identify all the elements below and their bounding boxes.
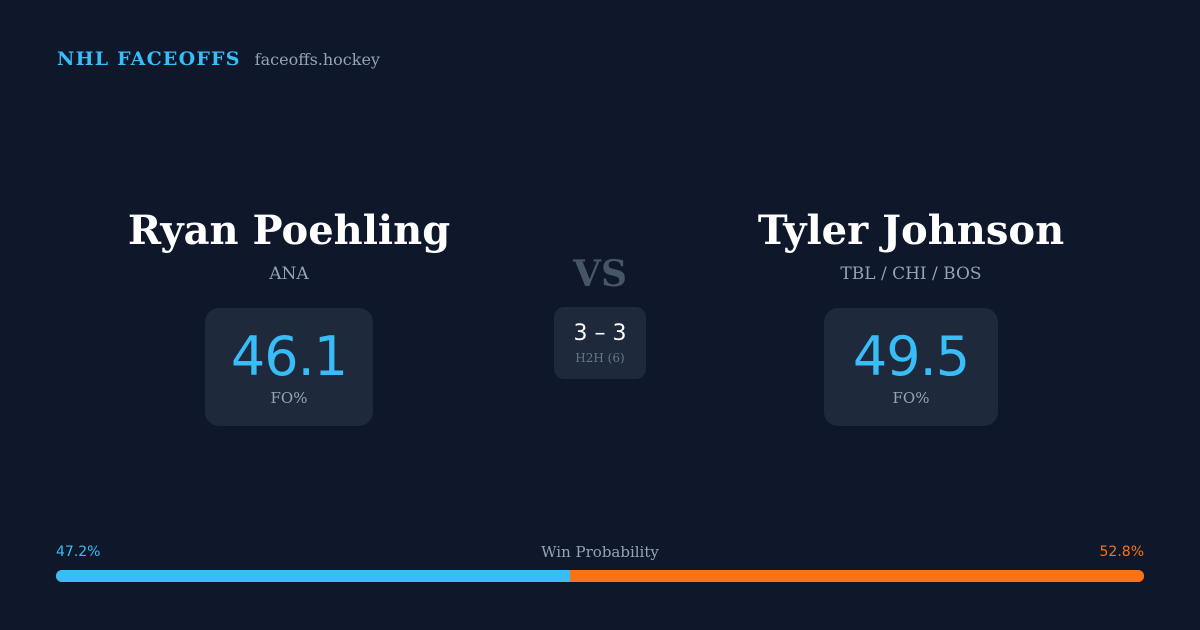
h2h-score: 3 – 3: [573, 321, 627, 346]
player-right-name: Tyler Johnson: [757, 207, 1065, 254]
win-probability-labels: 47.2% Win Probability 52.8%: [56, 543, 1144, 563]
player-right-fo-label: FO%: [892, 389, 930, 407]
h2h-card: 3 – 3 H2H (6): [554, 307, 646, 379]
player-right: Tyler Johnson TBL / CHI / BOS 49.5 FO%: [701, 204, 1121, 426]
win-probability-bar-left: [56, 570, 570, 582]
player-right-fo-value: 49.5: [852, 325, 970, 388]
player-left-fo-value: 46.1: [230, 325, 348, 388]
win-probability-bar: [56, 570, 1144, 582]
player-left: Ryan Poehling ANA 46.1 FO%: [79, 204, 499, 426]
player-right-stat-card: 49.5 FO%: [824, 308, 998, 426]
player-left-team: ANA: [269, 264, 309, 284]
h2h-label: H2H (6): [575, 351, 625, 365]
vs-label: VS: [573, 253, 627, 295]
win-probability-left-pct: 47.2%: [56, 544, 101, 560]
player-left-stat-card: 46.1 FO%: [205, 308, 373, 426]
player-left-fo-label: FO%: [270, 389, 308, 407]
brand-name: NHL FACEOFFS: [57, 48, 241, 70]
player-right-team: TBL / CHI / BOS: [840, 264, 982, 284]
win-probability-bar-right: [569, 570, 1144, 582]
player-left-name: Ryan Poehling: [127, 207, 451, 254]
win-probability-title: Win Probability: [541, 543, 659, 561]
win-probability: 47.2% Win Probability 52.8%: [56, 543, 1144, 582]
brand-header: NHL FACEOFFS faceoffs.hockey: [57, 48, 380, 70]
brand-url[interactable]: faceoffs.hockey: [254, 50, 380, 69]
win-probability-right-pct: 52.8%: [1099, 544, 1144, 560]
